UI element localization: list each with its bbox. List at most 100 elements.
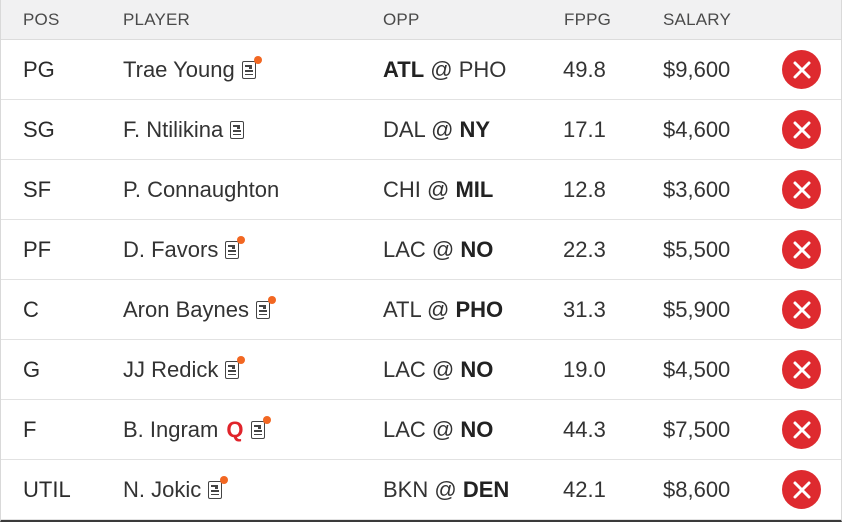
table-row[interactable]: PG Trae Young ATL @ PHO 49.8 $9,600 — [1, 40, 841, 100]
home-team: NO — [460, 237, 494, 262]
table-row[interactable]: C Aron Baynes ATL @ PHO 31.3 $5,900 — [1, 280, 841, 340]
home-team: NO — [460, 357, 494, 382]
player-name-link[interactable]: P. Connaughton — [123, 177, 280, 202]
away-team: LAC — [383, 417, 426, 442]
table-row[interactable]: SF P. Connaughton CHI @ MIL 12.8 $3,600 — [1, 160, 841, 220]
alert-dot-icon — [267, 296, 276, 304]
matchup-separator: @ — [420, 297, 456, 322]
remove-player-button[interactable] — [782, 290, 821, 329]
news-icon[interactable] — [250, 416, 271, 439]
table-row[interactable]: PF D. Favors LAC @ NO 22.3 $5,500 — [1, 220, 841, 280]
table-row[interactable]: UTIL N. Jokic BKN @ DEN 42.1 $8,600 — [1, 460, 841, 520]
player-cell: N. Jokic — [123, 476, 229, 503]
table-header: POS PLAYER OPP FPPG SALARY — [1, 0, 841, 40]
close-icon — [793, 61, 810, 78]
player-cell: B. Ingram Q — [123, 416, 271, 443]
salary-value: $9,600 — [663, 57, 731, 82]
close-icon — [793, 481, 810, 498]
header-player[interactable]: PLAYER — [123, 10, 191, 29]
table-row[interactable]: F B. Ingram Q LAC @ NO 44.3 $7,500 — [1, 400, 841, 460]
fppg-value: 42.1 — [563, 477, 606, 502]
away-team: LAC — [383, 357, 426, 382]
alert-dot-icon — [253, 56, 262, 64]
news-icon[interactable] — [225, 356, 246, 379]
close-icon — [793, 361, 810, 378]
news-icon[interactable] — [255, 296, 276, 319]
player-cell: D. Favors — [123, 236, 246, 263]
remove-player-button[interactable] — [782, 230, 821, 269]
player-name-link[interactable]: Trae Young — [123, 57, 235, 82]
player-name-link[interactable]: D. Favors — [123, 237, 219, 262]
player-name-link[interactable]: F. Ntilikina — [123, 117, 224, 142]
player-name-link[interactable]: B. Ingram — [123, 417, 219, 442]
table-row[interactable]: G JJ Redick LAC @ NO 19.0 $4,500 — [1, 340, 841, 400]
matchup-separator: @ — [424, 57, 459, 82]
salary-value: $7,500 — [663, 417, 731, 442]
close-icon — [793, 421, 810, 438]
position-label: G — [23, 357, 41, 382]
fppg-value: 12.8 — [563, 177, 606, 202]
header-opp[interactable]: OPP — [383, 10, 420, 29]
player-cell: P. Connaughton — [123, 177, 279, 203]
alert-dot-icon — [262, 416, 271, 424]
opponent-matchup: LAC @ NO — [383, 417, 493, 443]
news-icon[interactable] — [241, 56, 262, 79]
away-team: ATL — [383, 57, 425, 82]
remove-player-button[interactable] — [782, 110, 821, 149]
matchup-separator: @ — [425, 237, 461, 262]
injury-status-badge: Q — [226, 417, 244, 442]
player-name-link[interactable]: N. Jokic — [123, 477, 202, 502]
opponent-matchup: BKN @ DEN — [383, 477, 509, 503]
remove-player-button[interactable] — [782, 470, 821, 509]
player-cell: JJ Redick — [123, 356, 246, 383]
matchup-separator: @ — [428, 477, 463, 502]
news-icon[interactable] — [225, 236, 246, 259]
position-label: UTIL — [23, 477, 71, 502]
news-icon[interactable] — [230, 121, 245, 139]
home-team: NO — [460, 417, 494, 442]
player-name-link[interactable]: Aron Baynes — [123, 297, 249, 322]
player-cell: F. Ntilikina — [123, 117, 245, 143]
alert-dot-icon — [220, 476, 229, 484]
away-team: CHI — [383, 177, 421, 202]
opponent-matchup: ATL @ PHO — [383, 297, 503, 323]
header-fppg[interactable]: FPPG — [564, 10, 612, 29]
salary-value: $3,600 — [663, 177, 731, 202]
remove-player-button[interactable] — [782, 170, 821, 209]
matchup-separator: @ — [425, 417, 461, 442]
away-team: ATL — [383, 297, 421, 322]
home-team: MIL — [455, 177, 494, 202]
away-team: DAL — [383, 117, 425, 142]
home-team: PHO — [455, 297, 504, 322]
fppg-value: 19.0 — [563, 357, 606, 382]
away-team: LAC — [383, 237, 426, 262]
home-team: NY — [459, 117, 491, 142]
salary-value: $4,500 — [663, 357, 731, 382]
remove-player-button[interactable] — [782, 350, 821, 389]
close-icon — [793, 181, 810, 198]
position-label: SG — [23, 117, 55, 142]
alert-dot-icon — [237, 356, 246, 364]
header-pos[interactable]: POS — [23, 10, 60, 29]
home-team: DEN — [462, 477, 510, 502]
salary-value: $5,500 — [663, 237, 731, 262]
opponent-matchup: CHI @ MIL — [383, 177, 493, 203]
matchup-separator: @ — [420, 177, 456, 202]
remove-player-button[interactable] — [782, 50, 821, 89]
table-row[interactable]: SG F. Ntilikina DAL @ NY 17.1 $4,600 — [1, 100, 841, 160]
player-name-link[interactable]: JJ Redick — [123, 357, 219, 382]
matchup-separator: @ — [425, 357, 461, 382]
away-team: BKN — [383, 477, 429, 502]
remove-player-button[interactable] — [782, 410, 821, 449]
fppg-value: 17.1 — [563, 117, 606, 142]
position-label: C — [23, 297, 39, 322]
salary-value: $5,900 — [663, 297, 731, 322]
opponent-matchup: ATL @ PHO — [383, 57, 506, 83]
opponent-matchup: DAL @ NY — [383, 117, 490, 143]
header-salary[interactable]: SALARY — [663, 10, 731, 29]
news-icon[interactable] — [208, 476, 229, 499]
salary-value: $4,600 — [663, 117, 731, 142]
salary-value: $8,600 — [663, 477, 731, 502]
close-icon — [793, 301, 810, 318]
